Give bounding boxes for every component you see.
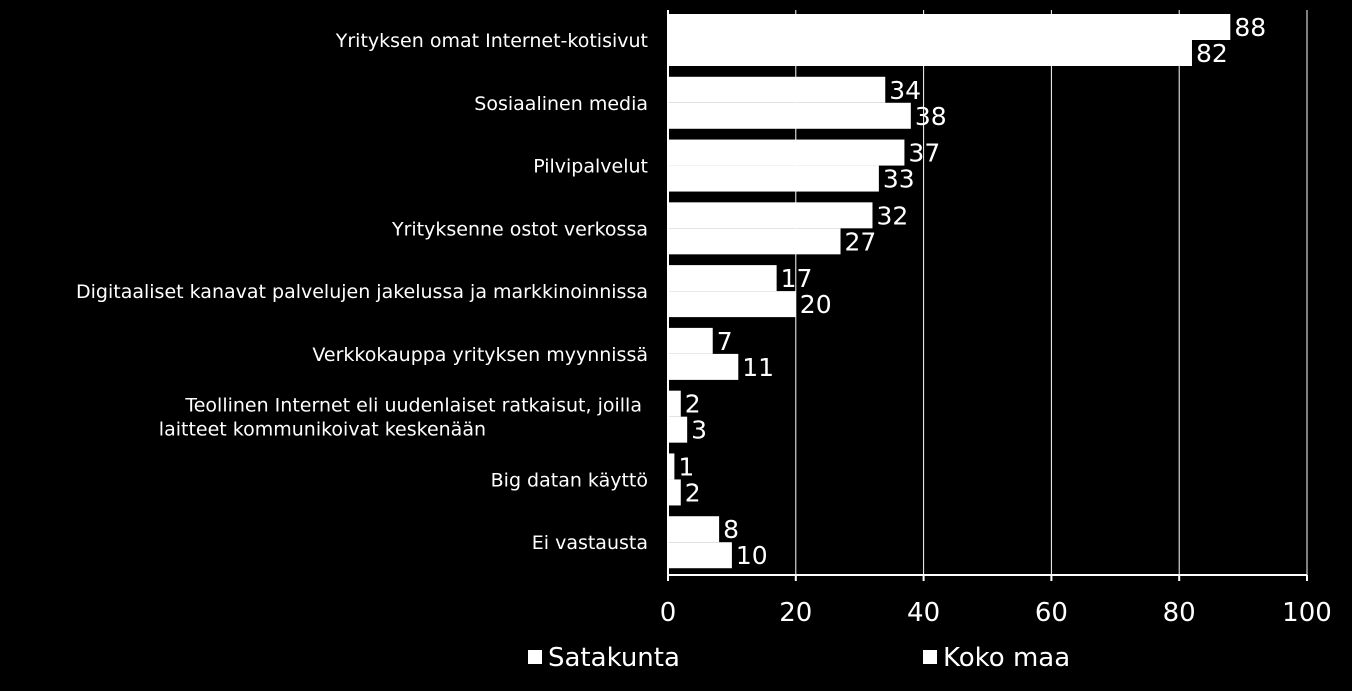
value-label-satakunta-5: 7 [717,327,733,356]
category-label-8: Ei vastausta [532,532,648,554]
bar-koko-maa-1 [668,102,911,129]
bar-satakunta-5 [668,327,713,354]
value-label-koko-maa-6: 3 [691,416,707,445]
bar-koko-maa-3 [668,228,841,255]
value-label-koko-maa-3: 27 [845,227,877,256]
bar-satakunta-2 [668,139,905,166]
bar-koko-maa-7 [668,479,681,506]
x-tick-label-1: 20 [779,598,812,628]
value-label-koko-maa-8: 10 [736,541,768,570]
bar-satakunta-0 [668,14,1231,40]
bar-koko-maa-2 [668,165,879,192]
x-tick-label-2: 40 [907,598,940,628]
bar-satakunta-1 [668,76,886,103]
bar-satakunta-3 [668,202,873,229]
bar-koko-maa-5 [668,353,739,380]
value-label-koko-maa-7: 2 [685,478,701,507]
bar-koko-maa-0 [668,40,1192,66]
value-label-satakunta-2: 37 [908,139,940,168]
value-label-satakunta-7: 1 [678,452,694,481]
value-label-satakunta-0: 88 [1234,13,1266,42]
value-label-satakunta-8: 8 [723,515,739,544]
value-label-koko-maa-4: 20 [800,290,832,319]
bar-satakunta-8 [668,516,720,543]
bar-satakunta-6 [668,390,681,417]
bar-satakunta-4 [668,265,777,292]
bar-koko-maa-8 [668,542,732,569]
category-label-0: Yrityksen omat Internet-kotisivut [335,30,648,52]
legend-label-koko-maa: Koko maa [943,643,1070,673]
category-label-1: Sosiaalinen media [474,93,648,115]
bar-koko-maa-6 [668,416,688,443]
category-label-7: Big datan käyttö [491,469,648,491]
value-label-satakunta-1: 34 [889,76,921,105]
bar-satakunta-7 [668,453,675,480]
category-label-2: Pilvipalvelut [533,156,648,178]
category-label-4: Digitaaliset kanavat palvelujen jakeluss… [76,281,648,303]
category-label-5: Verkkokauppa yrityksen myynnissä [312,344,648,366]
legend-swatch-satakunta [528,650,542,664]
legend-label-satakunta: Satakunta [548,643,680,673]
x-tick-label-5: 100 [1282,598,1332,628]
x-tick-label-0: 0 [660,598,677,628]
value-label-koko-maa-1: 38 [915,102,947,131]
value-label-satakunta-6: 2 [685,390,701,419]
value-label-koko-maa-5: 11 [742,353,774,382]
value-label-satakunta-4: 17 [781,264,813,293]
value-label-koko-maa-2: 33 [883,165,915,194]
category-label-3: Yrityksenne ostot verkossa [391,218,648,240]
bar-koko-maa-4 [668,291,796,318]
x-tick-label-3: 60 [1035,598,1068,628]
category-label-6: Teollinen Internet eli uudenlaiset ratka… [159,395,648,441]
x-tick-label-4: 80 [1163,598,1196,628]
value-label-satakunta-3: 32 [876,201,908,230]
value-label-koko-maa-0: 82 [1196,39,1228,68]
legend-swatch-koko-maa [923,650,937,664]
